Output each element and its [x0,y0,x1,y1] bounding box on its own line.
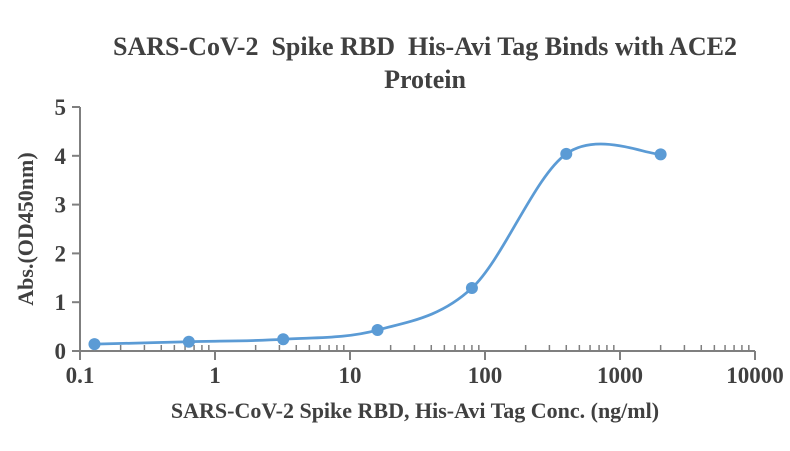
y-tick-label: 1 [55,290,67,315]
data-point-marker [88,338,101,351]
x-tick-label: 0.1 [66,363,95,388]
x-tick-label: 1 [209,363,221,388]
data-series-layer [88,142,667,351]
data-point-marker [654,148,667,161]
data-point-marker [560,147,573,160]
x-tick-label: 100 [468,363,503,388]
x-tick-label: 10 [339,363,362,388]
x-axis-title: SARS-CoV-2 Spike RBD, His-Avi Tag Conc. … [171,398,659,423]
data-point-marker [371,324,384,337]
data-point-marker [465,282,478,295]
data-point-marker [182,335,195,348]
data-point-marker [277,333,290,346]
y-axis-title: Abs.(OD450nm) [13,152,38,305]
x-tick-label: 1000 [597,363,643,388]
y-tick-label: 2 [55,241,67,266]
chart-title-line2: Protein [384,65,466,94]
axes-layer: 0 1 2 3 4 5 0.1 1 10 100 1000 10000 [55,95,784,388]
y-tick-label: 0 [55,339,67,364]
y-tick-label: 3 [55,193,67,218]
y-tick-label: 5 [55,95,67,120]
x-tick-label: 10000 [726,363,784,388]
chart-title-line1: SARS-CoV-2 Spike RBD His-Avi Tag Binds w… [113,32,737,61]
y-tick-label: 4 [55,144,67,169]
binding-curve-line [93,142,663,346]
